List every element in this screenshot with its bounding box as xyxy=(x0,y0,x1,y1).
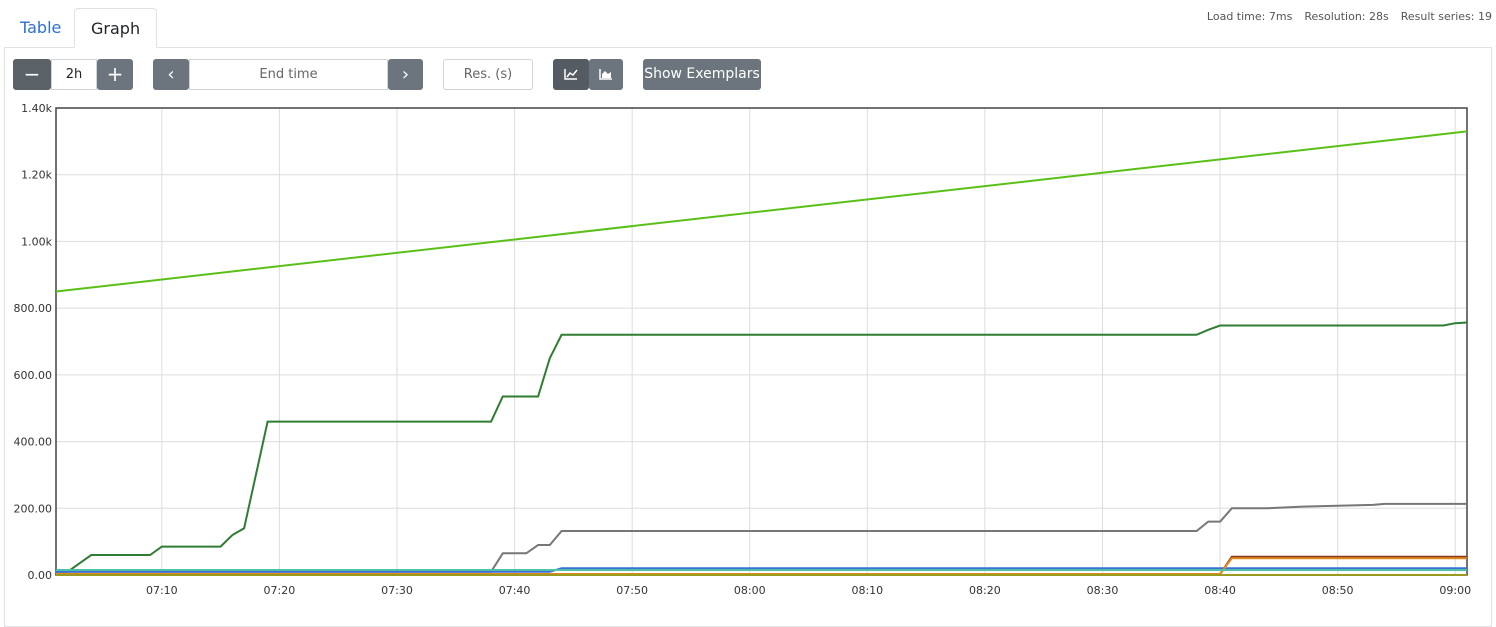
y-tick-label: 400.00 xyxy=(14,436,53,449)
x-tick-label: 07:20 xyxy=(264,584,296,597)
stacked-button[interactable] xyxy=(589,59,623,90)
x-tick-label: 07:30 xyxy=(381,584,413,597)
y-tick-label: 600.00 xyxy=(14,369,53,382)
y-tick-label: 1.40k xyxy=(21,102,52,115)
icon xyxy=(564,69,578,80)
x-tick-label: 07:10 xyxy=(146,584,178,597)
y-tick-label: 1.00k xyxy=(21,235,52,248)
stats: Load time: 7ms Resolution: 28s Result seri… xyxy=(1195,10,1492,23)
x-tick-label: 09:00 xyxy=(1439,584,1471,597)
series-line xyxy=(55,130,1468,293)
minus-button[interactable]: − xyxy=(13,59,51,90)
prev-button[interactable]: ‹ xyxy=(153,59,189,90)
chart: 0.00 200.00 400.00 600.00 800.00 1.00k 1.20k 1.… xyxy=(14,102,1472,597)
x-tick-label: 07:40 xyxy=(499,584,531,597)
y-tick-label: 1.20k xyxy=(21,169,52,182)
exemplars-button[interactable]: Show Exemplars xyxy=(643,59,761,90)
x-tick-label: 08:10 xyxy=(851,584,883,597)
range-input[interactable]: 2h xyxy=(51,59,97,90)
y-tick-label: 0.00 xyxy=(28,569,53,582)
y-tick-label: 200.00 xyxy=(14,502,53,515)
stat: Load time: 7ms xyxy=(1206,10,1293,23)
series-line xyxy=(56,502,1467,573)
x-tick-label: 08:30 xyxy=(1087,584,1119,597)
tab[interactable]: Table xyxy=(20,18,62,37)
resolution-input[interactable]: Res. (s) xyxy=(443,59,533,90)
next-button[interactable]: › xyxy=(388,59,423,90)
plus-button[interactable]: + xyxy=(97,59,133,90)
series-line xyxy=(56,321,1468,573)
plot-border xyxy=(55,107,1468,576)
end-time-input[interactable]: End time xyxy=(189,59,388,90)
stat: Resolution: 28s xyxy=(1304,10,1389,23)
x-tick-label: 07:50 xyxy=(616,584,648,597)
x-tick-label: 08:00 xyxy=(734,584,766,597)
stat: Result series: 19 xyxy=(1400,10,1492,23)
icon xyxy=(599,69,612,80)
y-tick-label: 800.00 xyxy=(14,302,53,315)
x-tick-label: 08:20 xyxy=(969,584,1001,597)
x-tick-label: 08:40 xyxy=(1204,584,1236,597)
x-tick-label: 08:50 xyxy=(1322,584,1354,597)
tab[interactable]: Graph xyxy=(74,8,158,48)
lines-button[interactable] xyxy=(553,59,589,90)
